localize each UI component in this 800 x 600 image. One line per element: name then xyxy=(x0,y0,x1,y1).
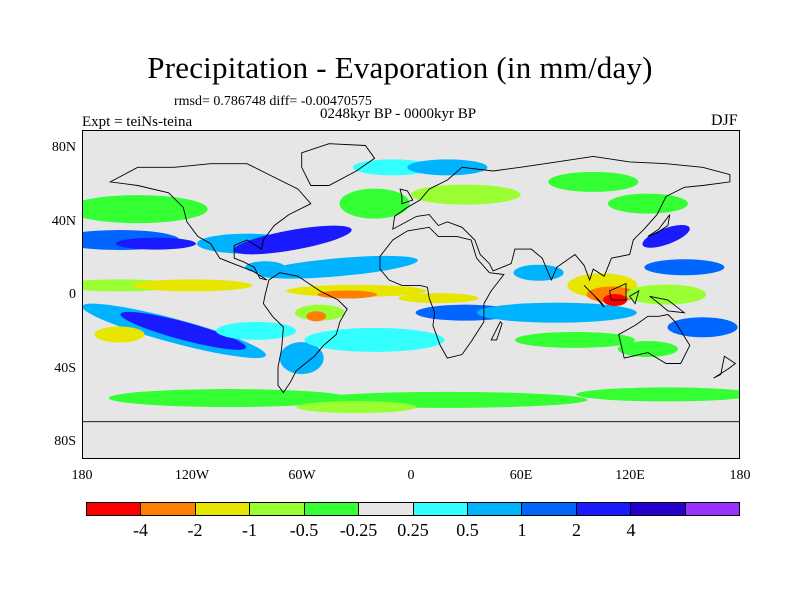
field-patch xyxy=(216,321,297,340)
coastline xyxy=(262,272,348,394)
colorbar-swatch xyxy=(87,503,142,515)
y-tick-80n: 80N xyxy=(51,140,76,155)
field-patch xyxy=(339,188,410,219)
coastline xyxy=(301,143,376,186)
colorbar-swatch xyxy=(522,503,577,515)
field-patch xyxy=(115,237,196,250)
x-tick-0: 0 xyxy=(407,468,415,483)
colorbar-label: -1 xyxy=(242,520,257,540)
colorbar-swatch xyxy=(304,503,360,515)
field-patch xyxy=(304,327,445,352)
experiment-line: Expt = teiNs-teina xyxy=(82,114,193,130)
field-patch xyxy=(296,401,417,414)
coastline xyxy=(399,188,414,205)
x-tick-120e: 120E xyxy=(615,468,645,483)
field-patch xyxy=(108,389,349,408)
coastline xyxy=(647,214,671,237)
y-tick-80s: 80S xyxy=(54,434,76,449)
field-patch xyxy=(279,342,324,375)
field-patch xyxy=(306,311,327,322)
colorbar-label: 0.25 xyxy=(397,520,429,540)
field-patch xyxy=(607,193,688,214)
colorbar-swatch xyxy=(685,503,740,515)
coastline xyxy=(629,289,640,305)
coastline xyxy=(108,163,312,281)
colorbar xyxy=(86,502,740,516)
period-line: 0248kyr BP - 0000kyr BP xyxy=(320,106,477,122)
field-patch xyxy=(513,264,564,281)
colorbar-label: -0.25 xyxy=(339,520,378,540)
field-patch xyxy=(233,225,352,255)
x-tick-120w: 120W xyxy=(174,468,210,483)
field-patch xyxy=(120,311,247,350)
colorbar-swatch xyxy=(195,503,251,515)
field-patch xyxy=(245,261,286,274)
stats-line: rmsd= 0.786748 diff= -0.00470575 xyxy=(174,94,372,109)
field-patch xyxy=(476,302,637,323)
coastline xyxy=(392,155,731,282)
coastline xyxy=(618,314,691,364)
colorbar-swatch xyxy=(467,503,523,515)
colorbar-label: 4 xyxy=(626,520,636,540)
field-patch xyxy=(548,171,639,192)
x-tick-180w: 180 xyxy=(71,468,93,483)
y-tick-0: 0 xyxy=(69,287,76,302)
coastline xyxy=(379,226,505,359)
field-patch xyxy=(642,224,690,248)
colorbar-label: 1 xyxy=(517,520,527,540)
field-patch xyxy=(407,159,488,176)
y-tick-40s: 40S xyxy=(54,361,76,376)
field-patch xyxy=(617,341,678,357)
field-patch xyxy=(94,326,145,343)
colorbar-label: 0.5 xyxy=(456,520,479,540)
colorbar-label: -0.5 xyxy=(289,520,319,540)
x-tick-60w: 60W xyxy=(288,468,316,483)
coastline xyxy=(490,321,503,341)
colorbar-swatch xyxy=(576,503,632,515)
field-patch xyxy=(352,159,433,176)
field-patch xyxy=(317,290,378,299)
y-tick-40n: 40N xyxy=(51,214,76,229)
x-tick-60e: 60E xyxy=(509,468,533,483)
coastline xyxy=(713,355,737,379)
colorbar-label: -4 xyxy=(133,520,148,540)
field-patch xyxy=(398,293,479,304)
precip-evap-map xyxy=(82,130,740,459)
field-patch xyxy=(410,184,521,205)
field-patch xyxy=(132,279,253,292)
colorbar-swatch xyxy=(413,503,468,515)
x-tick-180e: 180 xyxy=(729,468,751,483)
field-patch xyxy=(258,255,418,279)
coastline xyxy=(649,295,686,314)
colorbar-swatch xyxy=(631,503,686,515)
colorbar-label: 2 xyxy=(572,520,581,540)
coastline xyxy=(609,282,627,301)
field-patch xyxy=(515,331,635,348)
map-canvas xyxy=(83,143,739,423)
field-patch xyxy=(626,284,707,305)
colorbar-label: -2 xyxy=(187,520,203,540)
field-patch xyxy=(83,195,208,224)
colorbar-swatch xyxy=(141,503,196,515)
field-patch xyxy=(576,387,739,402)
coastline xyxy=(583,285,605,308)
season-label: DJF xyxy=(711,112,738,129)
field-patch xyxy=(644,259,725,276)
field-patch xyxy=(667,317,738,338)
chart-title: Precipitation - Evaporation (in mm/day) xyxy=(147,50,653,85)
colorbar-swatch xyxy=(359,503,414,515)
colorbar-swatch xyxy=(250,503,305,515)
